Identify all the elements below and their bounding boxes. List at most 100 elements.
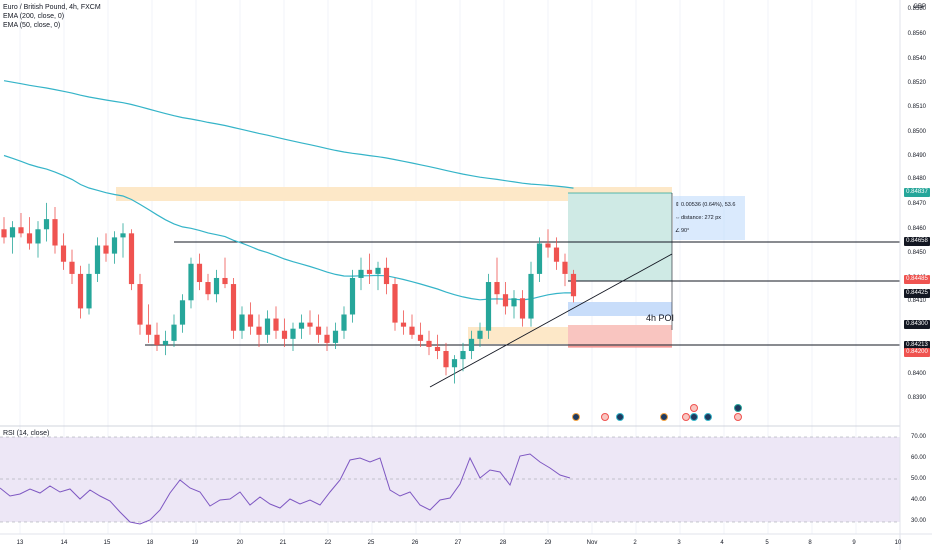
time-tick: 21 — [279, 540, 287, 546]
price-tick: 0.8470 — [907, 201, 926, 207]
candle-body — [60, 245, 67, 262]
time-tick: 15 — [103, 540, 111, 546]
candle — [230, 277, 237, 339]
candle-body — [103, 245, 109, 254]
candle-body — [69, 261, 75, 274]
candle — [443, 342, 449, 376]
price-tag: 0.84485 — [904, 275, 930, 284]
event-marker[interactable] — [572, 413, 580, 421]
event-marker[interactable] — [616, 413, 624, 421]
candle-body — [502, 294, 509, 307]
candle — [375, 261, 381, 291]
event-marker[interactable] — [601, 413, 609, 421]
candle — [434, 334, 441, 360]
candle-body — [77, 273, 84, 309]
candle-body — [52, 219, 58, 246]
measure-distance: ⇔ distance: 272 px — [675, 215, 721, 221]
candle — [264, 310, 271, 343]
time-tick: 29 — [544, 540, 552, 546]
candle-body — [256, 326, 262, 335]
price-tick: 0.8540 — [907, 56, 926, 62]
angle-icon: ∠ — [675, 228, 680, 234]
price-tick: 0.8500 — [907, 129, 926, 135]
candle-body — [349, 277, 356, 315]
time-tick: 18 — [146, 540, 154, 546]
candle — [366, 253, 373, 285]
event-marker[interactable] — [690, 404, 698, 412]
candle-body — [290, 328, 296, 339]
candle — [247, 302, 254, 335]
candle-body — [1, 229, 7, 238]
event-marker[interactable] — [734, 404, 742, 412]
ema200-label[interactable]: EMA (200, close, 0) — [3, 13, 65, 20]
candle-body — [213, 277, 220, 295]
candle-body — [145, 324, 152, 335]
candle — [205, 273, 211, 301]
candle-body — [128, 233, 135, 285]
rsi-tick: 60.00 — [910, 455, 926, 461]
currency-label[interactable]: GBP — [913, 4, 926, 10]
supply-zone — [116, 187, 672, 201]
candle-body — [443, 351, 449, 368]
event-marker[interactable] — [734, 413, 742, 421]
candle — [60, 233, 67, 270]
event-marker[interactable] — [690, 413, 698, 421]
distance-icon: ⇔ — [675, 215, 681, 221]
candle-body — [196, 263, 203, 283]
event-marker[interactable] — [682, 413, 690, 421]
candle-body — [375, 267, 381, 274]
ema50-label[interactable]: EMA (50, close, 0) — [3, 22, 61, 29]
candle — [128, 229, 135, 291]
measure-tooltip: ⇕ 0.00536 (0.64%), 53.6 ⇔ distance: 272 px… — [673, 196, 745, 240]
measure-line3: 90° — [681, 228, 690, 234]
time-tick: 9 — [852, 540, 856, 546]
candle — [511, 290, 517, 319]
candle-body — [162, 340, 169, 345]
time-tick: 19 — [191, 540, 199, 546]
candle-body — [137, 284, 143, 325]
candle-body — [511, 298, 517, 307]
candle-body — [205, 282, 211, 295]
candle — [570, 269, 577, 303]
candle — [26, 217, 33, 250]
candle-body — [188, 263, 194, 301]
event-marker[interactable] — [660, 413, 668, 421]
candle — [145, 304, 152, 343]
ema-200-line — [3, 80, 574, 189]
time-tick: 2 — [633, 540, 637, 546]
candle — [86, 263, 92, 315]
candle-body — [154, 334, 160, 345]
time-tick: 26 — [411, 540, 419, 546]
range-icon: ⇕ — [675, 202, 680, 208]
candle — [502, 282, 509, 315]
candle-body — [26, 233, 33, 244]
candle — [477, 322, 483, 347]
candle-body — [324, 334, 330, 343]
candle-body — [451, 359, 458, 368]
demand-zone — [468, 327, 572, 344]
candle-body — [120, 233, 126, 238]
rsi-label[interactable]: RSI (14, close) — [3, 430, 50, 437]
price-tag: 0.84658 — [904, 237, 930, 246]
time-tick: 3 — [677, 540, 681, 546]
candle — [460, 342, 466, 372]
candle-body — [35, 229, 41, 244]
candle-body — [171, 324, 177, 341]
poi-label: 4h POI — [646, 313, 675, 323]
candle — [239, 306, 245, 339]
price-tick: 0.8410 — [907, 298, 926, 304]
candle — [485, 273, 492, 339]
symbol-label[interactable]: Euro / British Pound, 4h, FXCM — [3, 4, 101, 11]
price-tick: 0.8580 — [907, 6, 926, 12]
time-tick: 4 — [720, 540, 724, 546]
price-tick: 0.8390 — [907, 395, 926, 401]
price-tag: 0.84837 — [904, 188, 930, 197]
event-marker[interactable] — [704, 413, 712, 421]
price-tag: 0.84200 — [904, 348, 930, 357]
candle — [553, 237, 560, 270]
rsi-line — [0, 453, 571, 525]
rsi-tick: 50.00 — [910, 476, 926, 482]
candle-body — [332, 330, 339, 343]
